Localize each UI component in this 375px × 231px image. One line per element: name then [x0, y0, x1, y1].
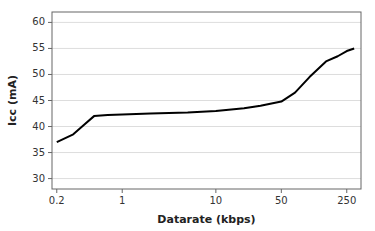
y-tick: [48, 126, 52, 127]
grid-line: [52, 74, 361, 75]
x-tick: [346, 189, 347, 193]
grid: [52, 22, 361, 178]
x-tick-label: 250: [337, 195, 356, 206]
x-tick: [215, 189, 216, 193]
grid-line: [52, 22, 361, 23]
x-tick: [122, 189, 123, 193]
y-tick-label: 40: [32, 121, 45, 132]
line: [57, 48, 354, 142]
y-tick: [48, 74, 52, 75]
x-axis-label: Datarate (kbps): [157, 213, 255, 226]
x-tick: [281, 189, 282, 193]
y-axis-label: Icc (mA): [6, 75, 19, 126]
x-tick-label: 1: [119, 195, 125, 206]
y-axis: 30 35 40 45 50 55 60: [32, 16, 52, 183]
plot-frame: [52, 12, 361, 189]
x-axis: 0.2 1 10 50 250: [49, 189, 356, 206]
y-tick-label: 30: [32, 173, 45, 184]
series: [57, 48, 354, 142]
x-tick: [56, 189, 57, 193]
y-tick-label: 60: [32, 16, 45, 27]
y-tick-label: 55: [32, 42, 45, 53]
y-tick-label: 50: [32, 68, 45, 79]
chart: 30 35 40 45 50 55 60 0.2 1 10 50 250 Datarate (kbps)…: [0, 0, 375, 231]
y-tick: [48, 22, 52, 23]
x-tick-label: 50: [275, 195, 288, 206]
grid-line: [52, 152, 361, 153]
plot-area: [52, 12, 361, 189]
y-tick: [48, 152, 52, 153]
x-tick-label: 10: [209, 195, 222, 206]
y-tick: [48, 178, 52, 179]
y-tick-label: 45: [32, 95, 45, 106]
grid-line: [52, 178, 361, 179]
grid-line: [52, 100, 361, 101]
x-tick-label: 0.2: [49, 195, 65, 206]
page: {"chart_data": {"type": "line", "x": [0.…: [0, 0, 375, 231]
y-tick: [48, 100, 52, 101]
y-tick-label: 35: [32, 147, 45, 158]
y-tick: [48, 48, 52, 49]
grid-line: [52, 126, 361, 127]
grid-line: [52, 48, 361, 49]
